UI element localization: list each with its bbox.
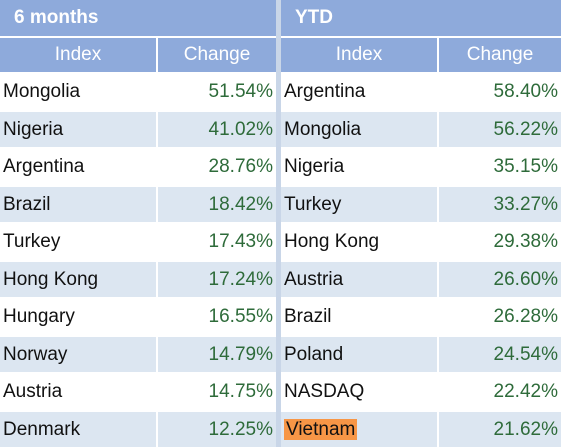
table-title: 6 months — [0, 0, 276, 36]
index-cell: NASDAQ — [281, 374, 439, 410]
highlight-marker: Vietnam — [284, 418, 358, 440]
table-row: Argentina 58.40% — [281, 72, 561, 110]
column-header-change: Change — [466, 44, 534, 65]
table-row: Hong Kong 17.24% — [0, 259, 276, 297]
table-row: Brazil 18.42% — [0, 184, 276, 222]
index-cell-highlighted: Vietnam — [281, 411, 439, 447]
table-row: Turkey 17.43% — [0, 222, 276, 260]
index-cell: Argentina — [0, 149, 158, 185]
table-row: Hungary 16.55% — [0, 297, 276, 335]
table-row: Nigeria 35.15% — [281, 147, 561, 185]
column-headers: Index Change — [281, 36, 561, 72]
change-cell: 41.02% — [208, 118, 273, 140]
change-cell: 17.43% — [208, 231, 273, 252]
table-row: Poland 24.54% — [281, 334, 561, 372]
change-cell: 35.15% — [493, 156, 558, 177]
index-cell: Brazil — [0, 186, 158, 222]
column-header-index: Index — [0, 38, 158, 72]
index-cell: Turkey — [0, 224, 158, 260]
change-cell: 56.22% — [493, 118, 558, 140]
table-row: Nigeria 41.02% — [0, 109, 276, 147]
table-row: Turkey 33.27% — [281, 184, 561, 222]
index-cell: Hong Kong — [281, 224, 439, 260]
change-cell: 12.25% — [208, 418, 273, 440]
change-cell: 26.28% — [493, 306, 558, 327]
table-row: Denmark 12.25% — [0, 409, 276, 447]
index-cell: Turkey — [281, 186, 439, 222]
index-cell: Austria — [281, 261, 439, 297]
index-cell: Hong Kong — [0, 261, 158, 297]
change-cell: 58.40% — [493, 81, 558, 102]
index-cell: Mongolia — [281, 111, 439, 147]
index-cell: Nigeria — [0, 111, 158, 147]
index-cell: Austria — [0, 374, 158, 410]
table-ytd: YTD Index Change Argentina 58.40% Mongol… — [281, 0, 561, 447]
index-cell: Argentina — [281, 74, 439, 110]
index-cell: Norway — [0, 336, 158, 372]
change-cell: 21.62% — [493, 418, 558, 440]
table-row: Vietnam 21.62% — [281, 409, 561, 447]
change-cell: 28.76% — [208, 156, 273, 177]
table-row: Austria 14.75% — [0, 372, 276, 410]
change-cell: 16.55% — [208, 306, 273, 327]
change-cell: 26.60% — [493, 268, 558, 290]
table-row: Hong Kong 29.38% — [281, 222, 561, 260]
index-cell: Denmark — [0, 411, 158, 447]
table-row: Argentina 28.76% — [0, 147, 276, 185]
change-cell: 24.54% — [493, 343, 558, 365]
change-cell: 18.42% — [208, 193, 273, 215]
change-cell: 51.54% — [208, 81, 273, 102]
table-row: Mongolia 56.22% — [281, 109, 561, 147]
change-cell: 29.38% — [493, 231, 558, 252]
change-cell: 22.42% — [493, 381, 558, 402]
change-cell: 33.27% — [493, 193, 558, 215]
table-row: Norway 14.79% — [0, 334, 276, 372]
table-row: Austria 26.60% — [281, 259, 561, 297]
index-cell: Mongolia — [0, 74, 158, 110]
table-row: NASDAQ 22.42% — [281, 372, 561, 410]
table-row: Mongolia 51.54% — [0, 72, 276, 110]
table-6-months: 6 months Index Change Mongolia 51.54% Ni… — [0, 0, 276, 447]
index-cell: Brazil — [281, 299, 439, 335]
column-header-index: Index — [281, 38, 439, 72]
table-row: Brazil 26.28% — [281, 297, 561, 335]
change-cell: 14.79% — [208, 343, 273, 365]
index-cell: Poland — [281, 336, 439, 372]
column-header-change: Change — [183, 44, 251, 65]
change-cell: 14.75% — [208, 381, 273, 402]
index-cell: Nigeria — [281, 149, 439, 185]
table-title: YTD — [281, 0, 561, 36]
change-cell: 17.24% — [208, 268, 273, 290]
index-cell: Hungary — [0, 299, 158, 335]
column-headers: Index Change — [0, 36, 276, 72]
